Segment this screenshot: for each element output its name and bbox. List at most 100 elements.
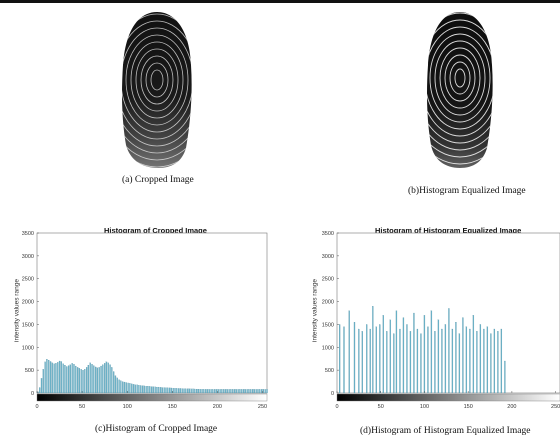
caption-histogram-cropped: (c)Histogram of Cropped Image — [95, 424, 218, 434]
y-tick-label: 1000 — [322, 345, 334, 351]
histogram-bar — [455, 322, 457, 394]
histogram-bar — [58, 360, 61, 394]
histogram-bar — [395, 310, 398, 394]
y-tick-label: 0 — [31, 391, 34, 397]
chart-title-cropped: Histogram of Cropped Image — [104, 226, 207, 235]
histogram-bar — [113, 371, 115, 394]
histogram-bar — [156, 386, 158, 394]
histogram-bar — [242, 389, 245, 394]
histogram-bar — [183, 388, 185, 394]
histogram-bar — [257, 389, 259, 394]
histogram-bar — [76, 367, 79, 394]
histogram-bar — [78, 368, 81, 394]
histogram-bar — [379, 324, 381, 394]
histogram-bar — [237, 389, 239, 394]
histogram-bar — [230, 389, 232, 394]
histogram-bar — [458, 333, 461, 394]
histogram-bar — [49, 361, 52, 394]
histogram-bar — [208, 389, 210, 394]
histogram-bar — [71, 363, 73, 394]
x-tick-label: 50 — [79, 404, 85, 410]
histogram-bar — [89, 362, 91, 394]
histogram-bar — [44, 361, 46, 394]
histogram-bar — [386, 331, 388, 394]
histogram-bar — [140, 385, 142, 394]
histogram-bar — [251, 389, 254, 394]
histogram-bar — [167, 387, 169, 394]
histogram-bar — [62, 363, 64, 394]
histogram-bar — [179, 388, 182, 394]
histogram-bar — [201, 389, 203, 394]
histogram-bar — [409, 331, 412, 394]
histogram-bar — [143, 385, 145, 394]
histogram-bar — [413, 312, 415, 394]
histogram-bar — [353, 322, 356, 394]
histogram-bar — [134, 384, 136, 394]
histogram-bar — [423, 315, 426, 394]
histogram-bar — [223, 389, 225, 394]
histogram-bar — [248, 389, 250, 394]
histogram-bar — [102, 364, 104, 394]
histogram-bar — [476, 331, 478, 394]
histogram-bar — [168, 387, 171, 394]
histogram-bar — [100, 365, 102, 394]
histogram-bar — [152, 386, 154, 394]
histogram-bar — [48, 360, 50, 394]
y-tick-label: 2000 — [22, 300, 34, 306]
histogram-bar — [163, 387, 165, 394]
histogram-bar — [253, 389, 255, 394]
histogram-bar — [190, 388, 192, 394]
histogram-bar — [104, 363, 106, 394]
histogram-bar — [224, 389, 227, 394]
histogram-bar — [382, 315, 384, 394]
histogram-bar — [51, 362, 53, 394]
histogram-bar — [138, 385, 140, 394]
histogram-bar — [82, 370, 84, 394]
histogram-bar — [114, 375, 117, 394]
histogram-bar — [93, 365, 95, 394]
histogram-bar — [192, 388, 194, 394]
histogram-bar — [255, 389, 257, 394]
histogram-bar — [129, 383, 131, 394]
histogram-bar — [226, 389, 228, 394]
histogram-bar — [176, 388, 178, 394]
histogram-bar — [406, 324, 408, 394]
histogram-bar — [444, 324, 447, 394]
histogram-bar — [205, 389, 207, 394]
histogram-bar — [210, 389, 212, 394]
histogram-bar — [246, 389, 248, 394]
y-tick-label: 1500 — [22, 322, 34, 328]
caption-histogram-equalized: (d)Histogram of Histogram Equalized Imag… — [360, 426, 531, 436]
histogram-bar — [55, 363, 57, 394]
histogram-bar — [448, 308, 450, 394]
histogram-bar — [170, 387, 173, 394]
histogram-bar — [233, 389, 236, 394]
histogram-bar — [343, 326, 345, 394]
histogram-bar — [235, 389, 237, 394]
histogram-bar — [490, 333, 492, 394]
histogram-bar — [120, 380, 122, 394]
histogram-bar — [66, 366, 68, 394]
histogram-bar — [95, 366, 97, 394]
x-tick-label: 100 — [420, 404, 429, 410]
histogram-bar — [73, 364, 75, 394]
y-tick-label: 2500 — [322, 277, 334, 283]
y-tick-label: 3500 — [322, 231, 334, 237]
histogram-bar — [40, 378, 43, 394]
histogram-bar — [60, 361, 62, 394]
x-tick-label: 200 — [213, 404, 222, 410]
histogram-bar — [214, 389, 216, 394]
histogram-bar — [479, 324, 482, 394]
histogram-bar — [244, 389, 246, 394]
histogram-bar — [219, 389, 221, 394]
histogram-bar — [197, 389, 200, 394]
histogram-bar — [116, 377, 118, 394]
histogram-bar — [393, 333, 395, 394]
histogram-bar — [111, 367, 113, 394]
histogram-bar — [361, 331, 363, 394]
histogram-bar — [369, 328, 371, 394]
x-tick-label: 0 — [35, 404, 38, 410]
histogram-bar — [141, 385, 144, 394]
histogram-bar — [39, 387, 41, 394]
